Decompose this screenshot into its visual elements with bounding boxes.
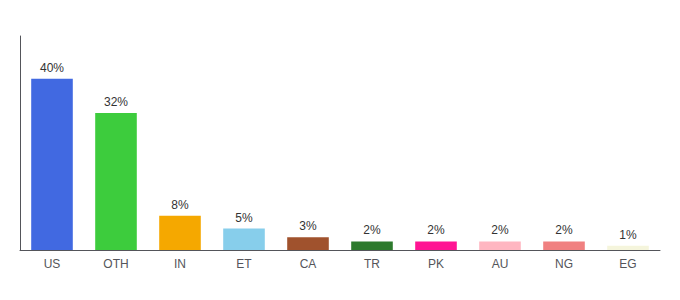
svg-text:3%: 3% bbox=[299, 219, 317, 233]
svg-text:8%: 8% bbox=[171, 198, 189, 212]
svg-text:NG: NG bbox=[555, 257, 573, 271]
svg-text:2%: 2% bbox=[491, 223, 509, 237]
svg-text:2%: 2% bbox=[427, 223, 445, 237]
svg-text:IN: IN bbox=[174, 257, 186, 271]
svg-text:OTH: OTH bbox=[103, 257, 128, 271]
svg-text:40%: 40% bbox=[40, 61, 64, 75]
svg-text:EG: EG bbox=[619, 257, 636, 271]
svg-text:2%: 2% bbox=[363, 223, 381, 237]
svg-text:PK: PK bbox=[428, 257, 444, 271]
svg-text:CA: CA bbox=[300, 257, 317, 271]
svg-text:1%: 1% bbox=[619, 228, 637, 242]
svg-text:32%: 32% bbox=[104, 95, 128, 109]
svg-text:5%: 5% bbox=[235, 211, 253, 225]
svg-text:2%: 2% bbox=[555, 223, 573, 237]
svg-text:ET: ET bbox=[236, 257, 252, 271]
svg-text:AU: AU bbox=[492, 257, 509, 271]
svg-text:TR: TR bbox=[364, 257, 380, 271]
svg-text:US: US bbox=[44, 257, 61, 271]
